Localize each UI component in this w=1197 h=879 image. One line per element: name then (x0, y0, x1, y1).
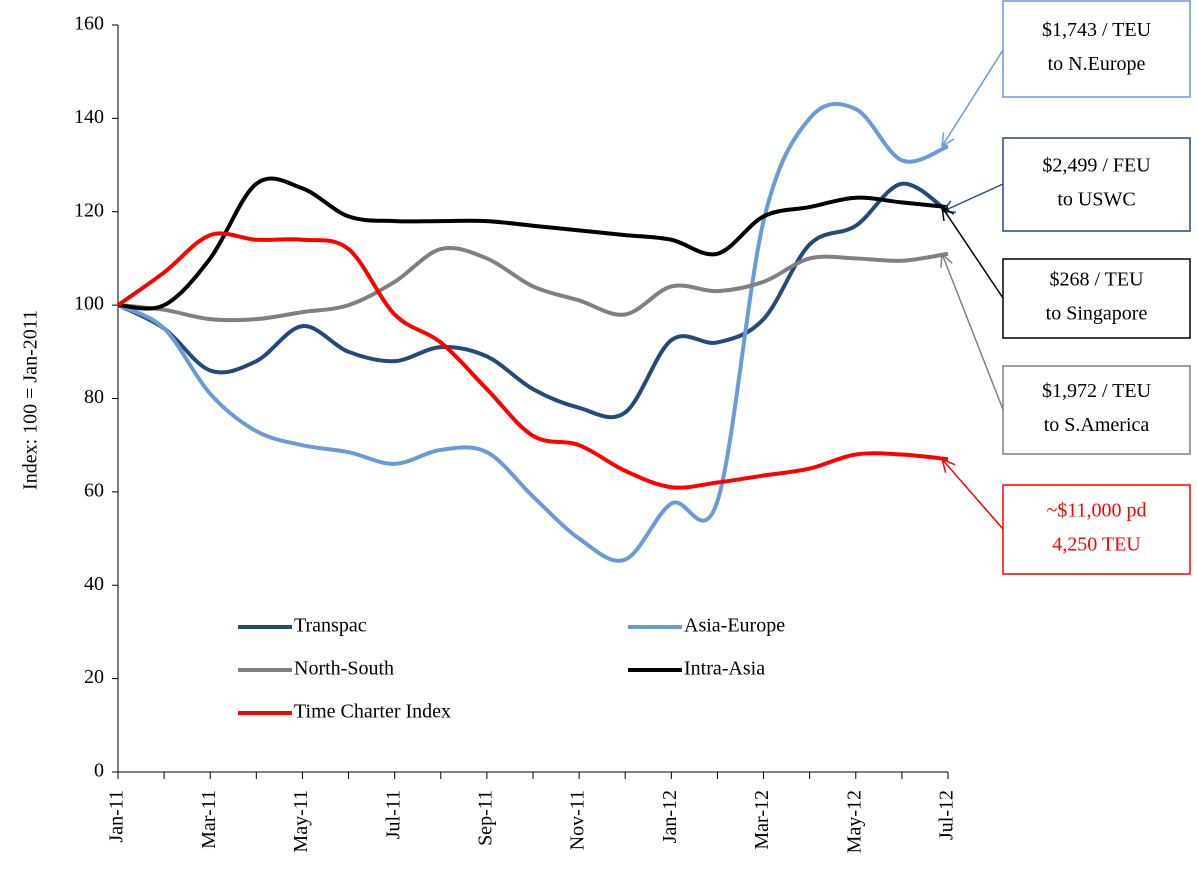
arrow-head (941, 458, 956, 466)
annotation-text: $1,743 / TEU (1042, 19, 1152, 41)
annotation-arrow (941, 253, 1004, 410)
x-tick-label: Sep-11 (474, 790, 496, 846)
annotation-text: to Singapore (1046, 303, 1148, 325)
annotation-text: to S.America (1044, 414, 1150, 436)
legend-label: Transpac (294, 615, 367, 637)
y-tick-label: 80 (84, 386, 104, 408)
x-tick-label: Jan-12 (659, 790, 681, 843)
y-tick-label: 140 (74, 106, 104, 128)
arrow-head (941, 458, 947, 473)
annotation-text: 4,250 TEU (1052, 534, 1141, 556)
x-tick-label: Mar-12 (751, 790, 773, 850)
arrow-head (941, 138, 955, 148)
x-tick-label: May-12 (843, 790, 865, 853)
annotation-arrow (941, 49, 1004, 147)
annotation-text: $1,972 / TEU (1042, 380, 1152, 402)
legend-label: Asia-Europe (684, 615, 785, 637)
arrow-head (941, 132, 945, 147)
annotation-text: $268 / TEU (1049, 269, 1144, 291)
annotation-box (1002, 258, 1191, 339)
y-tick-label: 100 (74, 293, 104, 315)
series-line (116, 231, 949, 490)
annotation-box (1002, 365, 1191, 455)
y-tick-label: 40 (84, 573, 104, 595)
arrow-head (940, 253, 943, 268)
annotation-text: $2,499 / FEU (1042, 155, 1151, 177)
x-tick-label: Mar-11 (198, 790, 220, 849)
x-tick-label: Jul-12 (936, 790, 958, 840)
x-tick-label: Jul-11 (382, 790, 404, 839)
y-tick-label: 20 (84, 666, 104, 688)
annotation-box (1002, 137, 1191, 232)
arrow-head (941, 253, 953, 264)
y-tick-label: 60 (84, 479, 104, 501)
annotation-box (1002, 484, 1191, 575)
legend-label: Time Charter Index (294, 701, 451, 723)
annotation-box (1002, 0, 1191, 98)
y-tick-label: 120 (74, 199, 104, 221)
series-line (117, 101, 949, 563)
legend-label: North-South (294, 658, 394, 680)
x-tick-label: Jan-11 (106, 790, 128, 843)
legend-label: Intra-Asia (684, 658, 765, 680)
series-line (117, 176, 949, 311)
annotation-arrow (941, 206, 1004, 299)
annotation-text: to USWC (1057, 189, 1135, 211)
x-tick-label: May-11 (290, 790, 312, 853)
annotation-arrow (941, 183, 1004, 213)
y-tick-label: 0 (94, 760, 104, 782)
x-tick-label: Nov-11 (567, 790, 589, 850)
series-line (117, 246, 949, 323)
series-line (117, 181, 950, 420)
y-axis-label: Index: 100 = Jan-2011 (20, 310, 42, 490)
annotation-arrow (941, 458, 1004, 530)
annotation-text: to N.Europe (1048, 53, 1146, 75)
arrow-head (941, 206, 955, 215)
annotation-text: ~$11,000 pd (1046, 500, 1146, 522)
arrow-head (941, 206, 945, 222)
y-tick-label: 160 (74, 13, 104, 35)
